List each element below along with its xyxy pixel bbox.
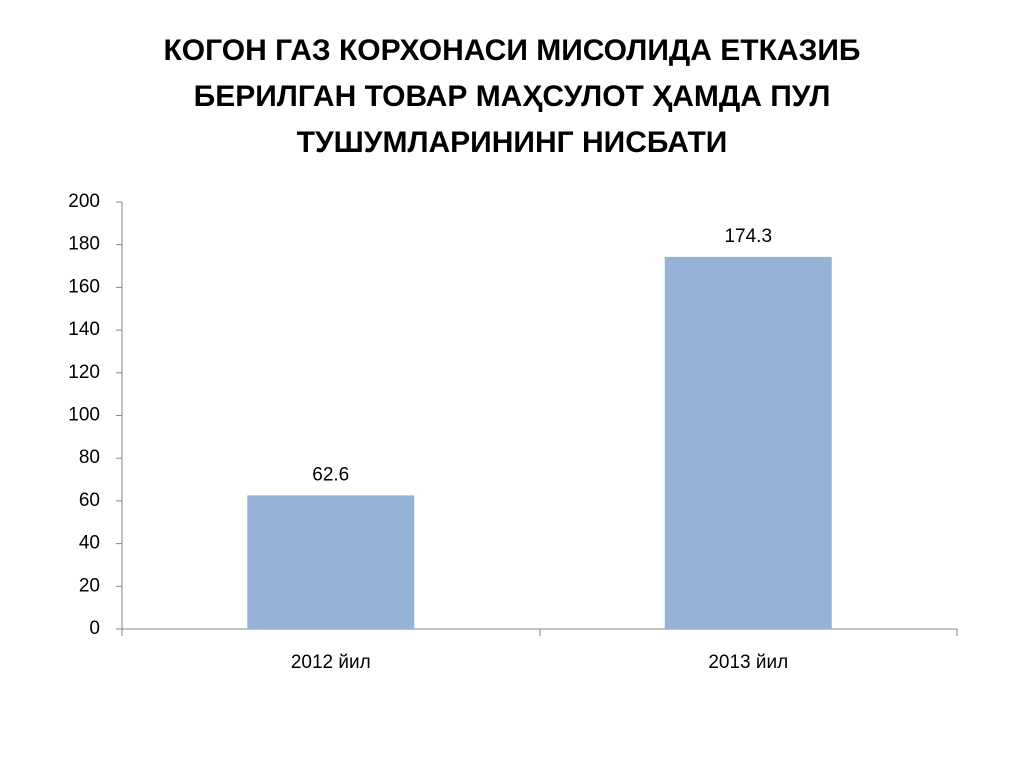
y-tick-label: 120 — [68, 362, 100, 383]
y-tick-label: 140 — [68, 319, 100, 340]
x-tick-label: 2013 йил — [708, 652, 788, 673]
y-tick-label: 180 — [68, 234, 100, 255]
chart-title: КОГОН ГАЗ КОРХОНАСИ МИСОЛИДА ЕТКАЗИБ БЕР… — [163, 34, 861, 159]
y-tick-label: 100 — [68, 405, 100, 426]
y-tick-label: 20 — [79, 575, 100, 596]
data-label: 62.6 — [312, 464, 349, 485]
y-tick-label: 160 — [68, 276, 100, 297]
y-tick-label: 200 — [68, 191, 100, 212]
bar — [247, 495, 415, 629]
bar — [664, 256, 832, 629]
y-tick-label: 80 — [79, 447, 100, 468]
x-tick-label: 2012 йил — [291, 652, 371, 673]
data-label: 174.3 — [724, 226, 772, 247]
y-tick-label: 0 — [89, 618, 100, 639]
y-tick-label: 40 — [79, 533, 100, 554]
y-tick-label: 60 — [79, 490, 100, 511]
